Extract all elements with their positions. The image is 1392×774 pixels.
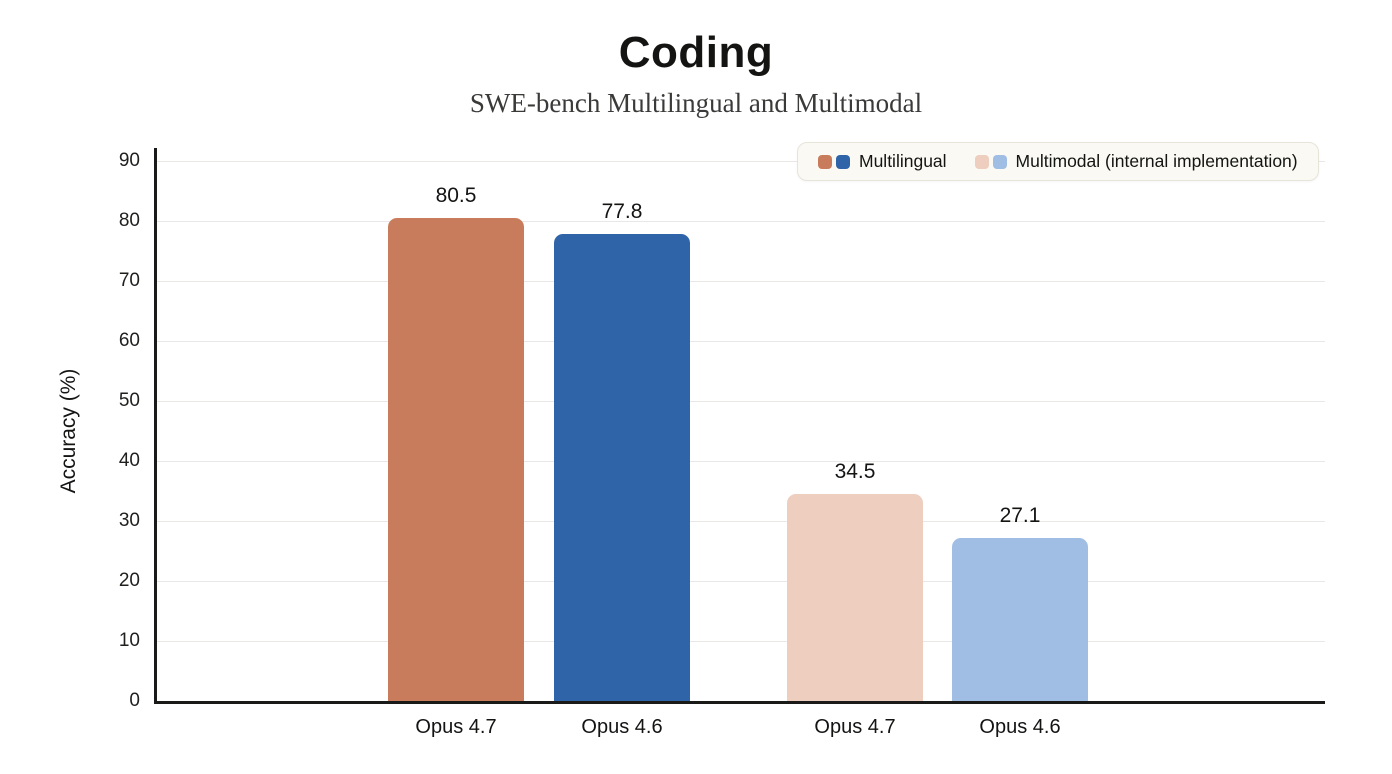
gridline: [155, 281, 1325, 282]
bar-value-label: 80.5: [435, 184, 477, 207]
gridline: [155, 401, 1325, 402]
x-tick-label: Opus 4.7: [415, 716, 497, 738]
gridline: [155, 221, 1325, 222]
y-tick-label: 10: [118, 630, 140, 651]
legend-swatch-icon: [818, 154, 832, 169]
bar-opus-4-6-1[interactable]: [554, 234, 690, 701]
legend-swatches: [818, 154, 850, 169]
y-tick-label: 70: [118, 270, 140, 291]
gridline: [155, 341, 1325, 342]
gridline: [155, 581, 1325, 582]
bar-value-label: 27.1: [999, 504, 1041, 528]
chart-subtitle: SWE-bench Multilingual and Multimodal: [469, 88, 923, 118]
legend-swatch-icon: [974, 154, 989, 169]
gridline: [155, 641, 1325, 642]
y-tick-label: 80: [118, 210, 140, 231]
x-tick-label: Opus 4.6: [581, 716, 663, 738]
bar-value-label: 34.5: [834, 460, 876, 483]
bar-value-label: 77.8: [601, 200, 643, 224]
legend: Multilingual Multimodal (internal impleme…: [797, 142, 1319, 181]
y-axis-title: Accuracy (%): [57, 368, 80, 494]
y-tick-label: 30: [118, 510, 140, 531]
legend-label: Multilingual: [859, 151, 947, 171]
x-tick-label: Opus 4.6: [979, 716, 1061, 738]
y-axis-line: [154, 148, 157, 703]
x-axis-line: [154, 701, 1325, 704]
x-tick-label: Opus 4.7: [814, 716, 896, 738]
legend-item: Multimodal (internal implementation): [974, 151, 1298, 172]
y-tick-label: 20: [118, 570, 140, 591]
y-tick-label: 40: [118, 450, 140, 471]
y-tick-label: 0: [129, 690, 140, 711]
chart-title: Coding: [618, 28, 774, 77]
legend-swatches: [974, 154, 1007, 169]
y-tick-label: 50: [118, 390, 140, 411]
legend-swatch-icon: [992, 154, 1007, 169]
legend-item: Multilingual: [818, 151, 947, 172]
y-tick-label: 90: [118, 150, 140, 171]
bar-opus-4-7-2[interactable]: [787, 494, 923, 701]
y-tick-label: 60: [118, 330, 140, 351]
bar-opus-4-7-0[interactable]: [388, 218, 524, 701]
gridline: [155, 521, 1325, 522]
bar-opus-4-6-3[interactable]: [952, 538, 1088, 701]
gridline: [155, 461, 1325, 462]
gridline: [155, 161, 1325, 162]
legend-label: Multimodal (internal implementation): [1015, 151, 1298, 171]
legend-swatch-icon: [836, 154, 850, 169]
